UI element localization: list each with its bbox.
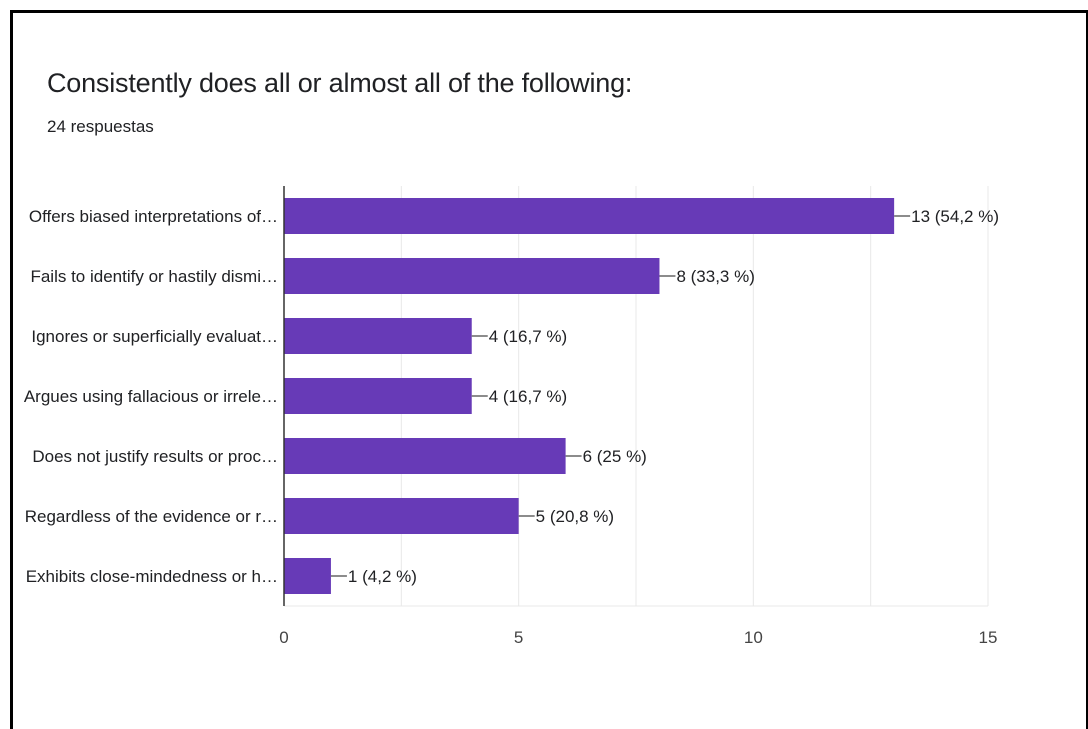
bar: [284, 258, 660, 294]
bar: [284, 198, 895, 234]
x-tick-label: 10: [744, 628, 763, 647]
category-label: Exhibits close-mindedness or h…: [26, 567, 278, 586]
data-label: 5 (20,8 %): [536, 507, 614, 526]
category-label: Fails to identify or hastily dismi…: [30, 267, 278, 286]
x-tick-labels: 0 5 10 15: [279, 628, 997, 647]
bar: [284, 318, 472, 354]
category-label: Regardless of the evidence or r…: [25, 507, 278, 526]
bar: [284, 378, 472, 414]
grid-lines: [284, 186, 989, 607]
bars: [284, 198, 895, 594]
bar: [284, 558, 331, 594]
data-labels: 13 (54,2 %) 8 (33,3 %) 4 (16,7 %) 4 (16,7 %…: [330, 207, 999, 586]
x-tick-label: 5: [514, 628, 523, 647]
data-label: 4 (16,7 %): [489, 387, 567, 406]
chart-frame: [10, 10, 1088, 729]
category-label: Ignores or superficially evaluat…: [31, 327, 278, 346]
x-tick-label: 15: [979, 628, 998, 647]
data-label: 8 (33,3 %): [676, 267, 754, 286]
chart-title: Consistently does all or almost all of t…: [47, 68, 633, 98]
bar: [284, 498, 519, 534]
data-label: 6 (25 %): [583, 447, 647, 466]
x-tick-label: 0: [279, 628, 288, 647]
category-labels: Offers biased interpretations of… Fails t…: [24, 207, 278, 586]
bar: [284, 438, 566, 474]
response-count: 24 respuestas: [47, 117, 154, 136]
data-label: 1 (4,2 %): [348, 567, 417, 586]
data-label: 4 (16,7 %): [489, 327, 567, 346]
data-label: 13 (54,2 %): [911, 207, 999, 226]
category-label: Offers biased interpretations of…: [29, 207, 278, 226]
category-label: Argues using fallacious or irrele…: [24, 387, 278, 406]
category-label: Does not justify results or proc…: [32, 447, 278, 466]
